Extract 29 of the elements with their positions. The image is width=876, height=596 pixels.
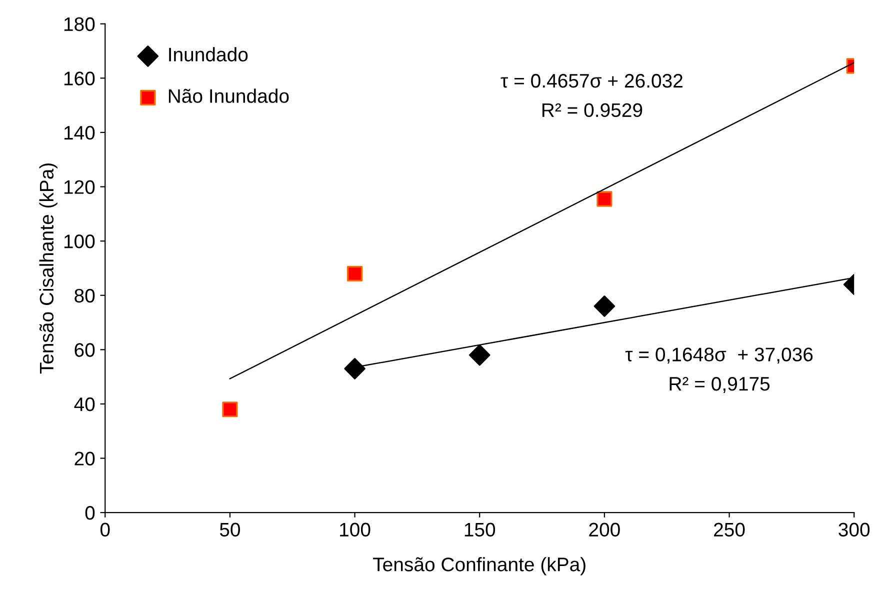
point [468,344,490,366]
y-tick-label: 0 [85,506,95,520]
annotation: R² = 0.9529 [542,103,642,118]
y-tick-label: 80 [74,288,95,303]
annotation: τ = 0,1648σ + 37,036 [625,348,813,364]
y-axis-title: Tensão Cisalhante (kPa) [39,163,58,374]
x-tick-label: 150 [464,522,496,537]
y-tick-label: 160 [64,72,95,86]
legend-label: Inundado [169,47,248,62]
x-tick-label: 0 [100,522,110,537]
x-tick-label: 300 [838,522,870,537]
x-tick-label: 200 [589,522,620,537]
point [222,402,238,418]
y-tick-label: 20 [74,452,95,466]
x-axis-title: Tensão Confinante (kPa) [373,557,586,576]
y-tick-label: 40 [74,397,95,412]
annotation: R² = 0,9175 [670,376,770,394]
y-tick-label: 120 [64,180,95,194]
x-tick-label: 50 [220,522,240,537]
y-tick-label: 140 [64,126,95,140]
point [347,266,363,282]
y-tick-label: 60 [74,343,95,357]
point [344,358,366,380]
x-tick-label: 100 [340,522,370,537]
y-tick-label: 100 [64,234,95,248]
y-tick-label: 180 [64,17,95,32]
x-tick-label: 250 [714,522,745,537]
legend-label: Não Inundado [168,88,289,103]
annotation: τ = 0.4657σ + 26.032 [500,74,682,88]
